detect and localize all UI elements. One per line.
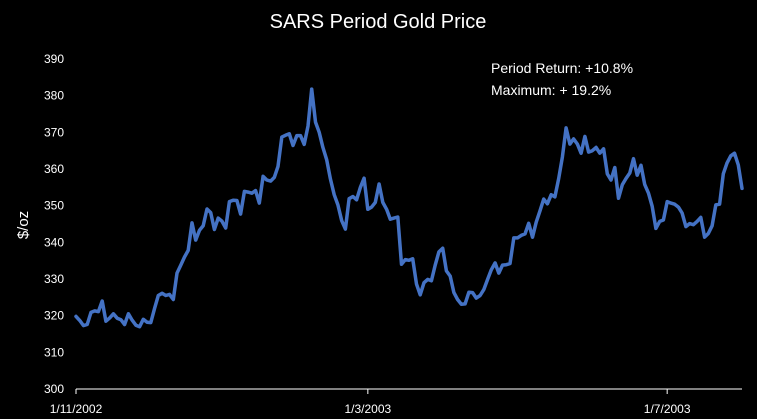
x-tick-label: 1/3/2003 [344, 402, 391, 416]
y-tick-label: 320 [44, 309, 64, 323]
chart-title: SARS Period Gold Price [270, 11, 487, 33]
y-tick-label: 330 [44, 272, 64, 286]
x-tick-label: 1/11/2002 [50, 402, 103, 416]
x-tick-labels: 1/11/2002 1/3/2003 1/7/2003 [50, 402, 691, 416]
y-tick-label: 340 [44, 235, 64, 249]
y-tick-label: 350 [44, 199, 64, 213]
y-tick-label: 310 [44, 345, 64, 359]
x-tick-label: 1/7/2003 [644, 402, 691, 416]
annotation-period-return: Period Return: +10.8% [491, 60, 633, 76]
y-tick-label: 370 [44, 125, 64, 139]
annotation-maximum: Maximum: + 19.2% [491, 82, 611, 98]
y-axis-label: $/oz [15, 211, 32, 239]
y-tick-label: 360 [44, 162, 64, 176]
y-tick-label: 380 [44, 89, 64, 103]
y-tick-labels: 300 310 320 330 340 350 360 370 380 390 [44, 52, 64, 396]
series-line-gold-price [74, 87, 744, 329]
y-tick-label: 300 [44, 382, 64, 396]
y-tick-label: 390 [44, 52, 64, 66]
x-tick-marks [75, 389, 668, 394]
